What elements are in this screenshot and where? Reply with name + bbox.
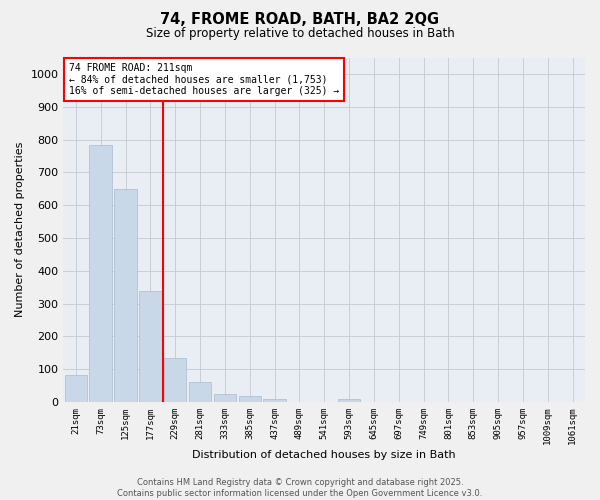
Bar bbox=[65, 374, 87, 402]
Text: Size of property relative to detached houses in Bath: Size of property relative to detached ho… bbox=[146, 28, 454, 40]
Bar bbox=[139, 292, 161, 402]
Bar bbox=[115, 190, 137, 402]
X-axis label: Distribution of detached houses by size in Bath: Distribution of detached houses by size … bbox=[193, 450, 456, 460]
Bar bbox=[338, 400, 360, 402]
Bar bbox=[89, 145, 112, 402]
Text: 74 FROME ROAD: 211sqm
← 84% of detached houses are smaller (1,753)
16% of semi-d: 74 FROME ROAD: 211sqm ← 84% of detached … bbox=[68, 62, 339, 96]
Bar bbox=[263, 399, 286, 402]
Bar bbox=[214, 394, 236, 402]
Bar bbox=[164, 358, 187, 402]
Text: Contains HM Land Registry data © Crown copyright and database right 2025.
Contai: Contains HM Land Registry data © Crown c… bbox=[118, 478, 482, 498]
Y-axis label: Number of detached properties: Number of detached properties bbox=[15, 142, 25, 318]
Text: 74, FROME ROAD, BATH, BA2 2QG: 74, FROME ROAD, BATH, BA2 2QG bbox=[160, 12, 440, 28]
Bar bbox=[239, 396, 261, 402]
Bar bbox=[189, 382, 211, 402]
